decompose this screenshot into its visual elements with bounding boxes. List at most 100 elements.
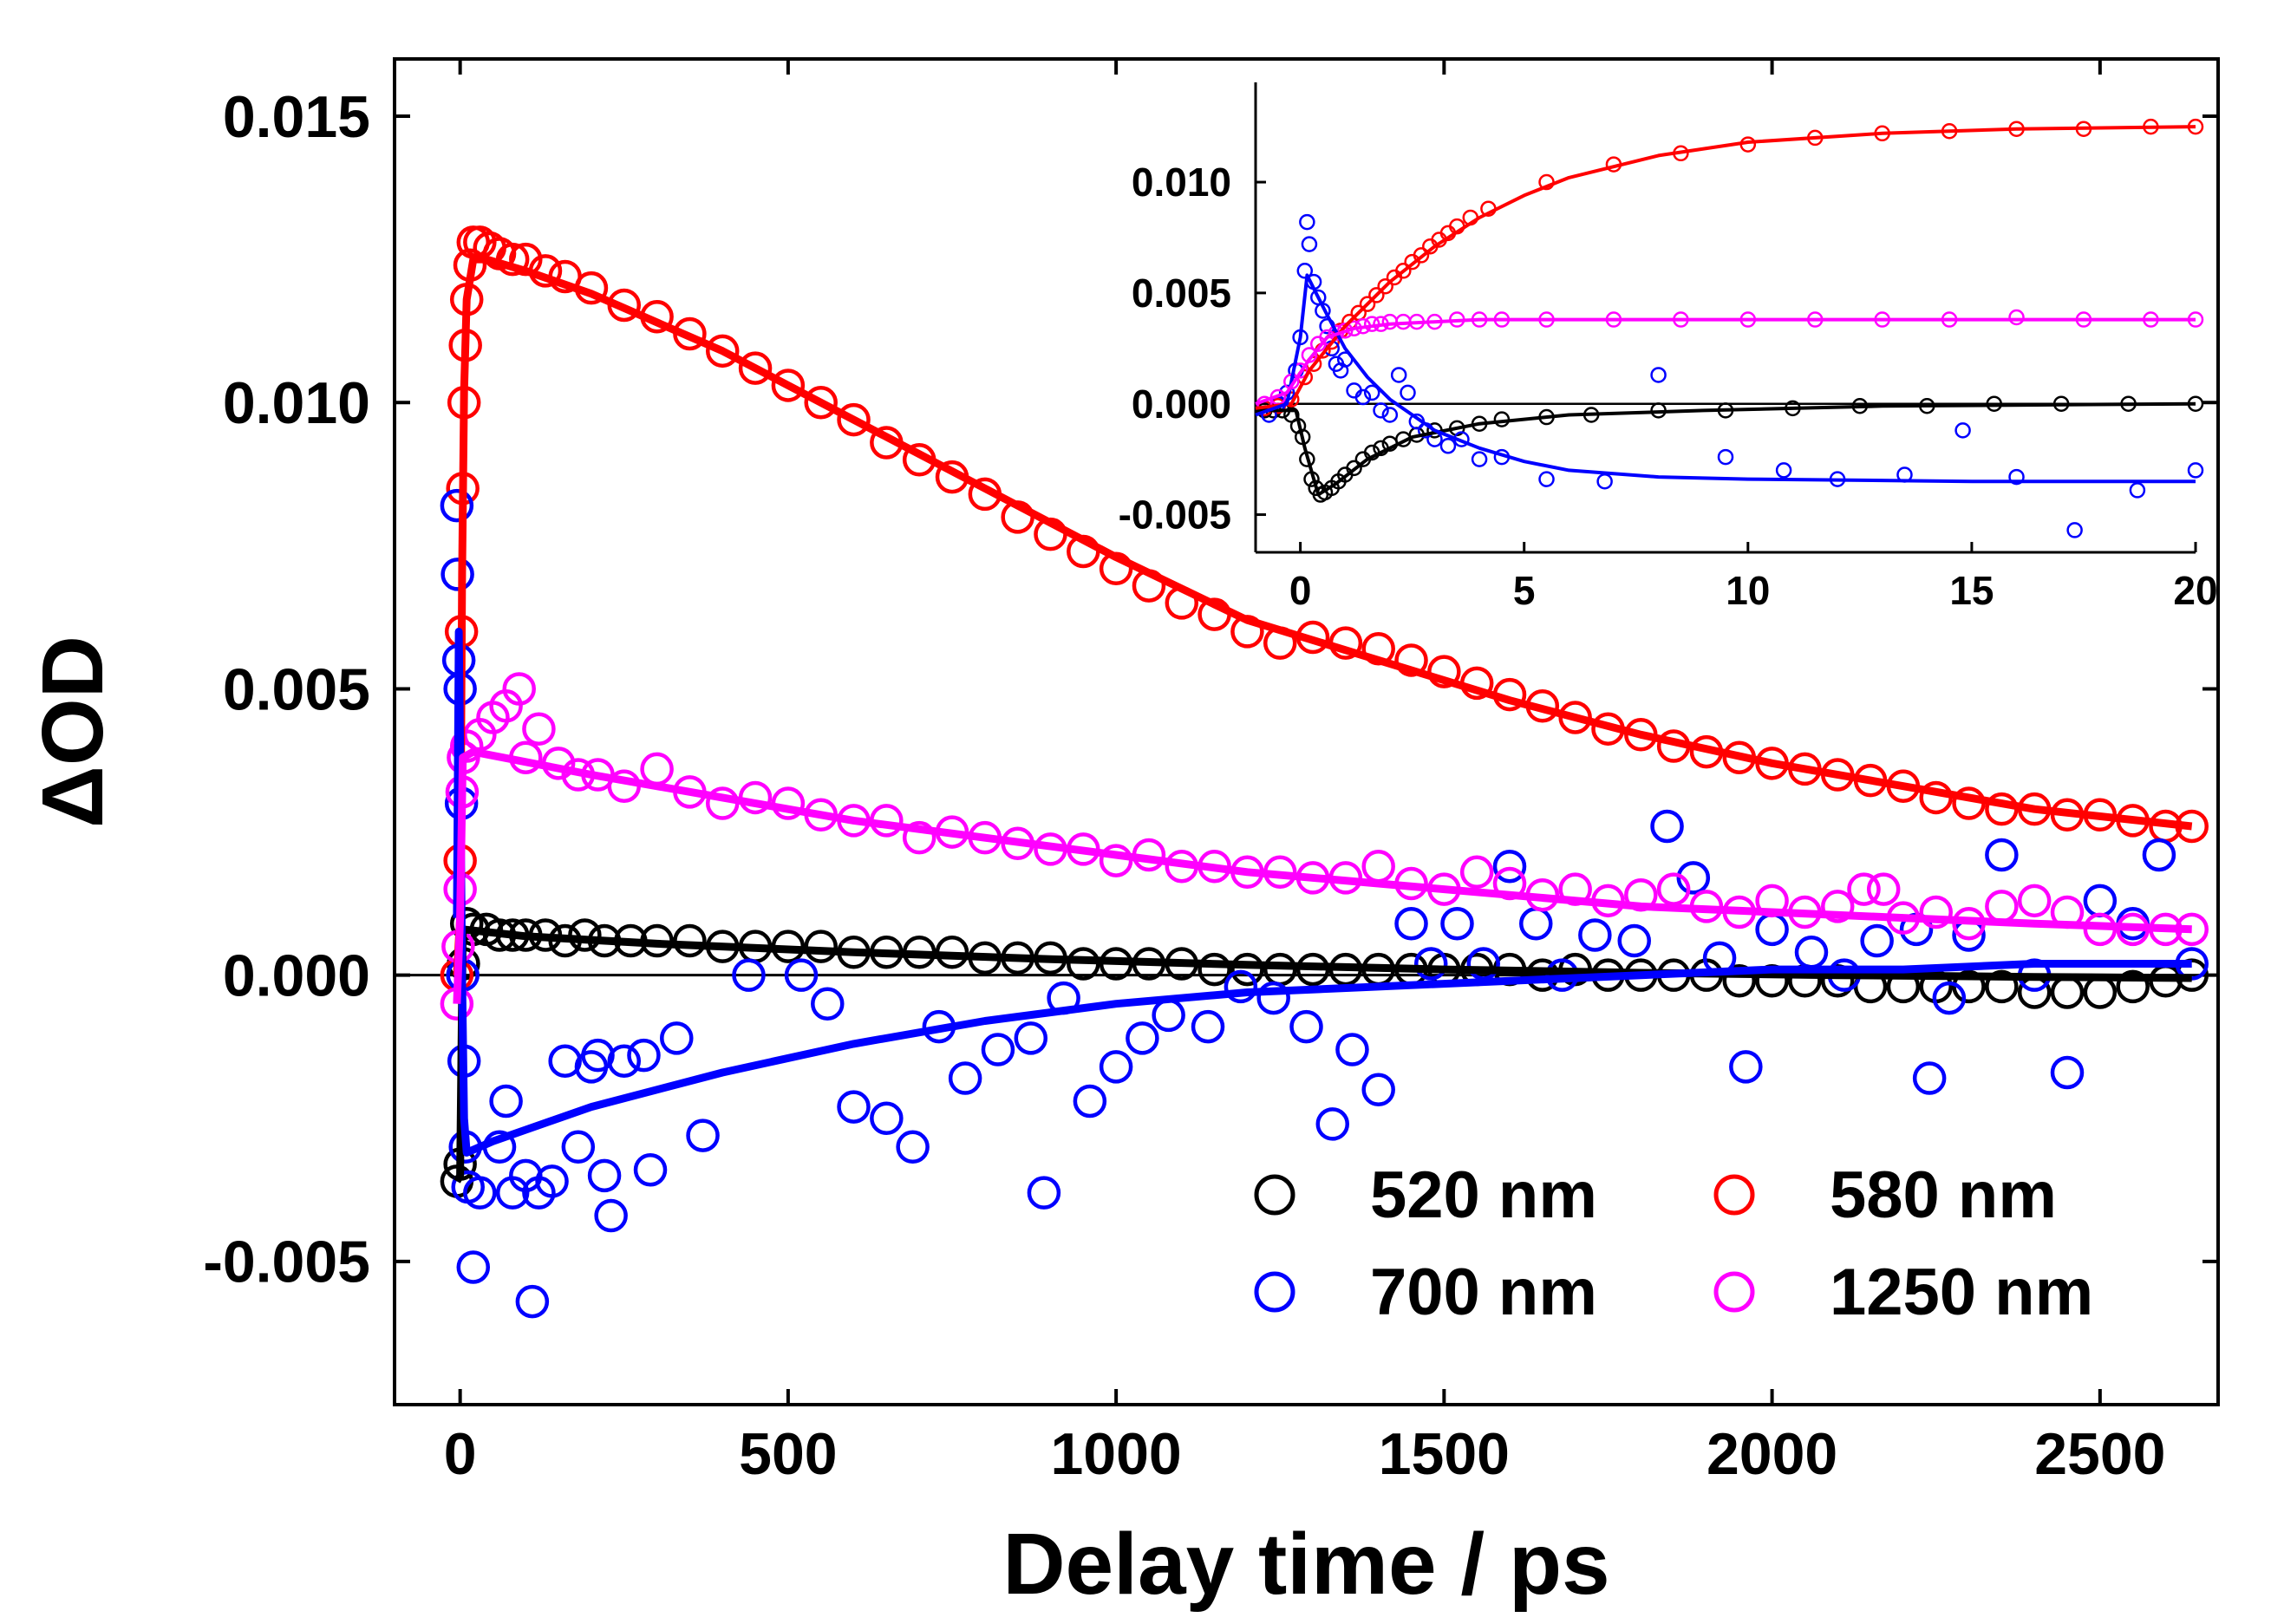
main-y-tick-label: -0.005: [203, 1229, 370, 1295]
main-point-520-nm: [1985, 969, 2019, 1004]
legend-marker-700-nm: [1254, 1271, 1295, 1313]
main-point-700-nm: [837, 1090, 871, 1124]
inset-point-700-nm: [1301, 236, 1318, 252]
legend-item-1250-nm: 1250 nm: [1713, 1256, 2093, 1329]
main-point-520-nm: [449, 906, 484, 941]
legend-label-520-nm: 520 nm: [1370, 1158, 1597, 1232]
main-point-700-nm: [1099, 1050, 1133, 1084]
inset-point-700-nm: [1400, 384, 1416, 401]
inset-y-tick-label: 0.005: [1132, 271, 1231, 316]
main-point-700-nm: [811, 987, 845, 1021]
main-point-700-nm: [981, 1033, 1015, 1066]
main-point-700-nm: [1335, 1033, 1369, 1066]
inset-point-520-nm: [1346, 460, 1362, 477]
inset-point-580-nm: [1377, 277, 1393, 295]
main-point-700-nm: [1676, 861, 1711, 895]
main-x-tick-label: 500: [739, 1421, 837, 1487]
main-point-700-nm: [607, 1044, 642, 1078]
main-point-700-nm: [1440, 906, 1474, 941]
main-point-520-nm: [1722, 964, 1757, 998]
main-point-520-nm: [1197, 952, 1231, 987]
inset-x-tick-label: 15: [1949, 568, 1994, 613]
legend-item-580-nm: 580 nm: [1713, 1158, 2057, 1232]
main-point-580-nm: [738, 351, 773, 385]
main-point-580-nm: [837, 402, 871, 437]
main-point-700-nm: [456, 1250, 491, 1284]
legend-label-1250-nm: 1250 nm: [1830, 1256, 2093, 1329]
main-x-tick-label: 0: [444, 1421, 477, 1487]
inset-x-tick-label: 0: [1289, 568, 1312, 613]
inset-fit-line-580-nm: [1255, 125, 2196, 410]
main-point-700-nm: [1912, 1061, 1947, 1095]
inset-point-700-nm: [1381, 407, 1399, 423]
main-point-700-nm: [1932, 981, 1967, 1015]
inset-y-tick-label: -0.005: [1119, 492, 1231, 538]
main-x-tick-label: 2000: [1707, 1421, 1837, 1487]
inset-y-tick-label: 0.000: [1132, 382, 1231, 427]
legend-label-700-nm: 700 nm: [1370, 1256, 1597, 1329]
inset-point-580-nm: [1413, 247, 1430, 264]
main-point-700-nm: [1729, 1050, 1763, 1084]
inset-x-tick-label: 10: [1726, 568, 1770, 613]
inset-point-700-nm: [1471, 451, 1488, 467]
main-point-1250-nm: [1459, 855, 1494, 890]
inset-x-tick-label: 20: [2173, 568, 2217, 613]
main-point-700-nm: [948, 1061, 982, 1095]
main-fit-line-580-nm: [453, 255, 2193, 975]
main-y-tick-label: 0.010: [223, 370, 370, 436]
inset-point-580-nm: [1395, 263, 1412, 279]
main-point-700-nm: [515, 1284, 550, 1319]
inset-point-700-nm: [1354, 388, 1372, 406]
main-point-700-nm: [686, 1119, 720, 1152]
inset-point-700-nm: [2129, 482, 2146, 499]
main-fit-line-700-nm: [453, 627, 2192, 1157]
main-y-tick-label: 0.005: [223, 656, 370, 722]
main-point-700-nm: [561, 1130, 596, 1164]
main-point-700-nm: [633, 1152, 668, 1187]
main-point-520-nm: [1230, 952, 1264, 987]
main-point-580-nm: [1394, 643, 1428, 677]
inset-point-700-nm: [1538, 471, 1555, 487]
legend-marker-520-nm: [1254, 1174, 1295, 1216]
inset-plot: 0 5 10 15 20 -0.005 0.000 0.005 0.010: [1119, 77, 2218, 613]
main-point-700-nm: [1191, 1009, 1225, 1044]
main-plot-frame: [393, 57, 2220, 1406]
main-point-700-nm: [2142, 838, 2176, 872]
main-point-700-nm: [1617, 923, 1651, 958]
legend-label-580-nm: 580 nm: [1830, 1158, 2057, 1232]
x-axis-title: Delay time / ps: [1002, 1516, 1609, 1613]
main-point-1250-nm: [1820, 890, 1855, 923]
inset-point-700-nm: [1363, 384, 1380, 401]
inset-point-700-nm: [1775, 462, 1792, 479]
inset-point-700-nm: [2008, 468, 2025, 486]
main-point-700-nm: [784, 958, 819, 992]
main-point-700-nm: [1492, 849, 1527, 884]
main-point-700-nm: [1126, 1021, 1159, 1055]
main-point-700-nm: [489, 1084, 523, 1119]
main-point-700-nm: [1073, 1084, 1107, 1119]
inset-x-tick-label: 5: [1513, 568, 1536, 613]
main-fit-line-1250-nm: [453, 747, 2192, 1004]
main-point-700-nm: [1650, 809, 1684, 844]
main-point-700-nm: [1256, 981, 1290, 1015]
inset-point-700-nm: [1296, 263, 1314, 279]
inset-fit-line-700-nm: [1255, 273, 2196, 484]
main-point-1250-nm: [522, 712, 556, 746]
main-point-1250-nm: [902, 820, 936, 855]
main-point-1250-nm: [1847, 872, 1881, 906]
main-point-520-nm: [2116, 969, 2150, 1004]
main-point-700-nm: [627, 1038, 661, 1073]
main-x-tick-label: 2500: [2034, 1421, 2165, 1487]
legend-item-700-nm: 700 nm: [1254, 1256, 1597, 1329]
main-point-700-nm: [535, 1164, 569, 1198]
inset-point-700-nm: [2066, 522, 2083, 538]
main-point-580-nm: [705, 334, 740, 368]
inset-point-700-nm: [1373, 402, 1389, 419]
inset-point-700-nm: [1954, 422, 1971, 439]
main-point-700-nm: [1985, 838, 2019, 872]
inset-point-1250-nm: [2008, 309, 2025, 326]
main-point-700-nm: [1014, 1021, 1048, 1055]
inset-fit-line-520-nm: [1256, 401, 2196, 497]
legend: 520 nm 580 nm 700 nm 1250 nm: [1254, 1158, 2093, 1329]
